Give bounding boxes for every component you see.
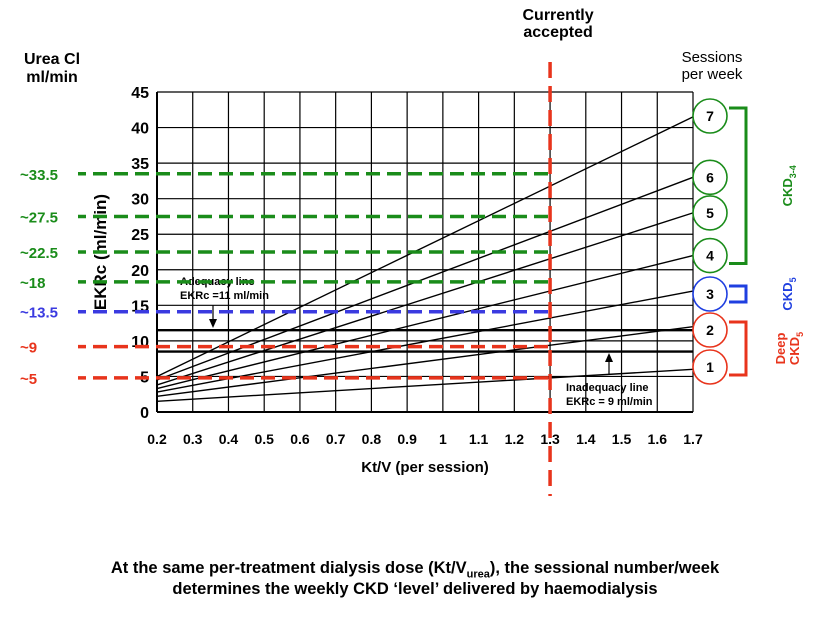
y-tick-label: 10: [131, 334, 149, 351]
series-line-2: [156, 325, 694, 398]
x-tick-label: 0.5: [254, 431, 274, 447]
x-tick-label: 1.5: [612, 431, 632, 447]
threshold-label-pad: [16, 270, 78, 291]
session-circle: [692, 159, 728, 196]
x-tick-label: 0.6: [290, 431, 310, 447]
group-bracket: [729, 284, 748, 304]
threshold-label: ~5: [20, 371, 37, 388]
threshold-label-pad: [16, 300, 78, 321]
session-number: 4: [706, 248, 714, 264]
caption-line-1-post: ), the sessional number/week: [489, 559, 720, 577]
session-number: 2: [706, 322, 714, 338]
x-tick-label: 0.4: [219, 431, 239, 447]
series-line-7: [156, 116, 694, 378]
x-tick-label: 0.8: [362, 431, 382, 447]
x-tick-label: 0.2: [147, 431, 167, 447]
urea-cl-title: Urea Cl: [24, 51, 80, 68]
threshold-label-pad: [16, 241, 78, 261]
group-label-sub: 3-4: [788, 165, 798, 178]
threshold-label-pad: [16, 205, 78, 226]
inadequacy-label: Inadequacy line: [566, 382, 649, 394]
x-axis-title: Kt/V (per session): [361, 459, 489, 476]
group-label-main: CKD: [780, 282, 795, 310]
y-tick-label: 20: [131, 263, 149, 280]
session-circle: [692, 98, 728, 134]
group-label-main: CKD: [780, 178, 795, 206]
group-label: CKD3-4: [780, 165, 798, 206]
sessions-header: per week: [682, 66, 743, 83]
y-tick-label: 35: [131, 156, 149, 173]
threshold-label: ~33.5: [20, 167, 58, 184]
group-label: CKD5: [780, 277, 798, 310]
x-tick-label: 1.4: [576, 431, 596, 447]
group-label-main: Deep: [773, 333, 788, 365]
session-number: 7: [706, 108, 714, 124]
adequacy-arrowhead: [209, 319, 217, 328]
y-tick-label: 25: [131, 227, 149, 244]
adequacy-label: EKRc =11 ml/min: [180, 290, 269, 302]
caption-line-1: At the same per-treatment dialysis dose …: [0, 558, 830, 584]
x-tick-label: 1.6: [648, 431, 668, 447]
x-tick-label: 1.7: [683, 431, 703, 447]
threshold-label-pad: [16, 366, 78, 387]
series-line-3: [156, 290, 694, 393]
group-bracket: [729, 106, 748, 266]
x-tick-label: 1: [439, 431, 447, 447]
y-tick-label: 45: [131, 85, 149, 102]
session-circle: [692, 312, 728, 348]
group-label-sub: 5: [795, 332, 805, 337]
y-tick-label: 0: [140, 405, 149, 422]
group-label-sub: 5: [788, 277, 798, 282]
session-number: 5: [706, 205, 714, 221]
sessions-header: Sessions: [682, 49, 743, 66]
threshold-label: ~27.5: [20, 209, 58, 226]
group-label: DeepCKD5: [773, 332, 805, 365]
series-line-1: [156, 368, 694, 403]
session-circle: [692, 276, 728, 312]
inadequacy-label: EKRc = 9 ml/min: [566, 396, 653, 408]
caption-line-1-pre: At the same per-treatment dialysis dose …: [110, 559, 467, 577]
series-line-4: [156, 254, 694, 390]
x-tick-label: 0.7: [326, 431, 346, 447]
threshold-label-pad: [16, 162, 78, 183]
session-circle: [692, 237, 728, 274]
series-line-5: [156, 212, 694, 386]
adequacy-label: Adequacy line: [180, 276, 255, 288]
threshold-label: ~22.5: [20, 245, 58, 262]
threshold-label: ~9: [20, 340, 37, 357]
threshold-label: ~18: [20, 275, 45, 292]
threshold-label: ~13.5: [20, 305, 58, 322]
y-tick-label: 30: [131, 192, 149, 209]
y-tick-label: 40: [131, 121, 149, 138]
current-practice-label: Currently: [523, 7, 594, 24]
inadequacy-arrowhead: [605, 353, 613, 362]
session-number: 1: [706, 359, 714, 375]
group-label-main: CKD: [787, 337, 802, 365]
x-tick-label: 1.3: [540, 431, 560, 447]
x-tick-label: 1.2: [505, 431, 525, 447]
current-practice-label: accepted: [523, 24, 592, 41]
session-number: 3: [706, 286, 714, 302]
session-circle: [692, 349, 728, 385]
x-tick-label: 1.1: [469, 431, 489, 447]
caption-line-2: determines the weekly CKD ‘level’ delive…: [172, 580, 658, 598]
urea-cl-title: ml/min: [26, 69, 78, 86]
session-number: 6: [706, 169, 714, 185]
x-tick-label: 0.3: [183, 431, 203, 447]
caption-line-1-sub: urea: [466, 568, 490, 581]
group-bracket: [729, 320, 748, 377]
x-tick-label: 0.9: [397, 431, 417, 447]
threshold-label-pad: [16, 335, 78, 356]
session-circle: [692, 195, 728, 231]
